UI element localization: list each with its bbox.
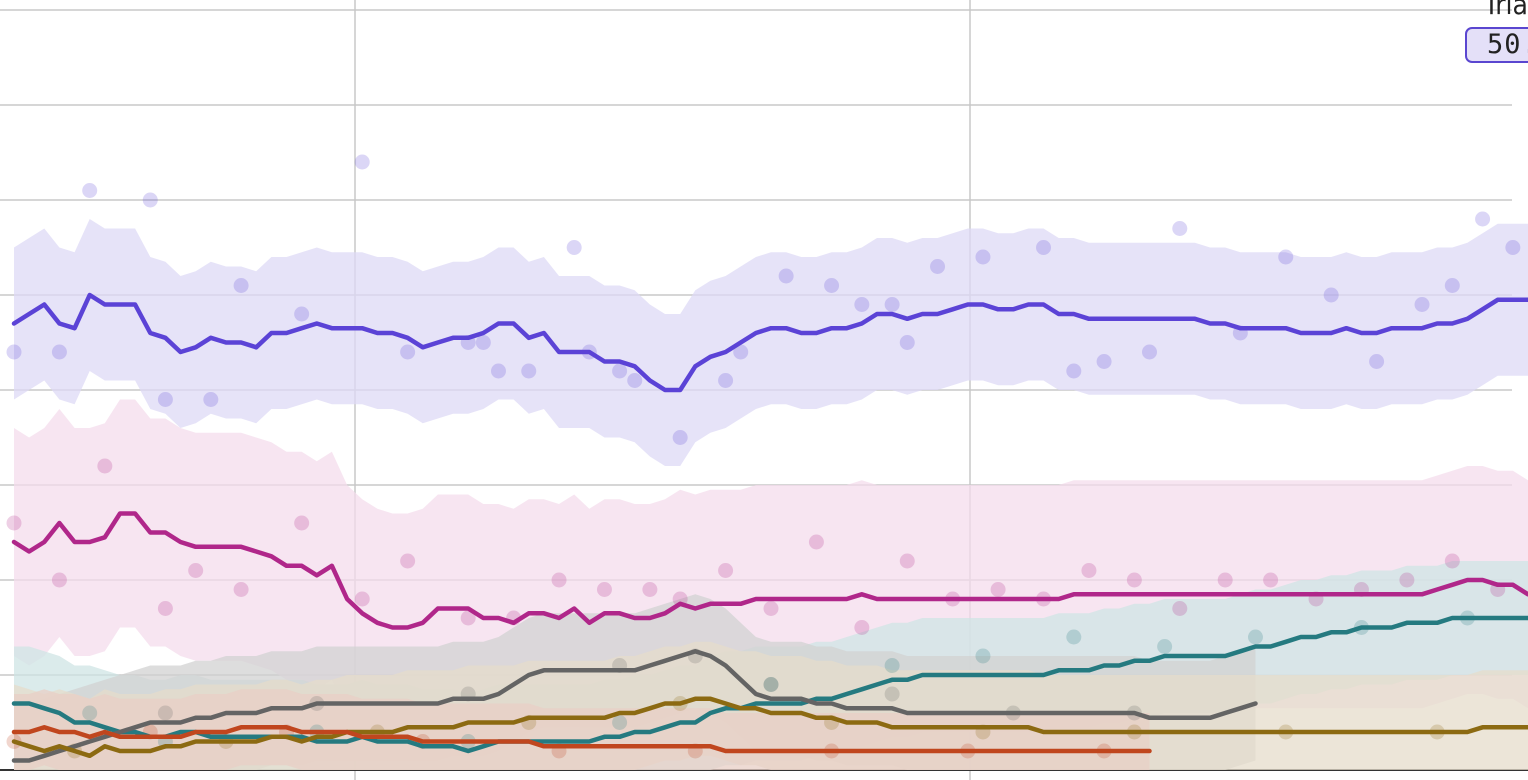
series-0-poll-dot bbox=[142, 192, 158, 208]
series-2-poll-dot bbox=[763, 677, 779, 692]
series-0-poll-dot bbox=[1278, 249, 1294, 265]
series-0-poll-dot bbox=[6, 344, 22, 360]
series-3-poll-dot bbox=[884, 686, 900, 702]
series-1-poll-dot bbox=[1081, 563, 1097, 578]
series-1-poll-dot bbox=[1399, 572, 1415, 588]
series-1-poll-dot bbox=[1444, 553, 1460, 569]
series-0-poll-dot bbox=[1036, 240, 1052, 255]
series-0-poll-dot bbox=[1323, 287, 1339, 303]
series-0-poll-dot bbox=[566, 240, 582, 255]
series-0-poll-dot bbox=[1096, 354, 1112, 369]
series-0-poll-dot bbox=[1066, 363, 1082, 379]
series-5-trend-line bbox=[11, 725, 1152, 754]
series-0-poll-dot bbox=[475, 335, 491, 350]
series-0-poll-dot bbox=[884, 297, 900, 312]
series-2-poll-dot bbox=[884, 658, 900, 673]
series-0-poll-dot bbox=[733, 344, 749, 360]
series-3-poll-dot bbox=[763, 677, 779, 692]
series-3-poll-dot bbox=[157, 705, 173, 721]
series-0-poll-dot bbox=[1369, 354, 1385, 369]
series-0-poll-dot bbox=[627, 373, 643, 388]
series-0-poll-dot bbox=[930, 259, 946, 274]
series-4-trend-line bbox=[11, 696, 1528, 759]
series-2-poll-dot bbox=[975, 648, 991, 664]
series-0-poll-dot bbox=[1444, 278, 1460, 293]
series-1-poll-dot bbox=[6, 515, 22, 531]
trend-lines bbox=[11, 292, 1528, 763]
series-0-poll-dot bbox=[1475, 211, 1491, 227]
series-2-poll-dot bbox=[82, 705, 98, 721]
series-1-poll-dot bbox=[188, 563, 204, 578]
series-0-poll-dot bbox=[824, 278, 840, 293]
series-0-poll-dot bbox=[1142, 344, 1157, 360]
series-1-poll-dot bbox=[1126, 572, 1142, 588]
series-0-poll-dot bbox=[157, 392, 173, 407]
series-1-poll-dot bbox=[854, 620, 870, 635]
series-0-poll-dot bbox=[718, 373, 734, 388]
series-1-poll-dot bbox=[808, 534, 824, 550]
series-1-poll-dot bbox=[990, 582, 1006, 597]
series-0-poll-dot bbox=[82, 183, 98, 198]
series-0-poll-dot bbox=[51, 344, 67, 360]
series-0-poll-dot bbox=[1172, 221, 1188, 236]
series-1-poll-dot bbox=[460, 610, 476, 626]
series-0-poll-dot bbox=[521, 363, 537, 379]
latest-value-badge[interactable]: 50. bbox=[1465, 27, 1528, 63]
series-1-poll-dot bbox=[1172, 601, 1188, 616]
series-0-poll-dot bbox=[899, 335, 915, 350]
series-0-poll-dot bbox=[490, 363, 506, 379]
series-1-poll-dot bbox=[157, 601, 173, 616]
series-1-poll-dot bbox=[718, 563, 734, 578]
series-1-poll-dot bbox=[51, 572, 67, 588]
series-0-poll-dot bbox=[294, 306, 310, 322]
series-1-poll-dot bbox=[97, 458, 113, 474]
series-1-poll-dot bbox=[642, 582, 658, 597]
series-0-poll-dot bbox=[778, 268, 794, 284]
series-1-poll-dot bbox=[596, 582, 612, 597]
series-0-band bbox=[14, 219, 1528, 466]
series-3-trend-line bbox=[11, 649, 1258, 763]
series-1-poll-dot bbox=[400, 553, 416, 569]
series-0-poll-dot bbox=[975, 249, 991, 265]
series-1-poll-dot bbox=[233, 582, 249, 597]
corner-label: Irla bbox=[1487, 0, 1528, 21]
series-2-poll-dot bbox=[1066, 629, 1082, 645]
series-2-poll-dot bbox=[1157, 639, 1173, 654]
series-0-poll-dot bbox=[612, 363, 628, 379]
series-1-poll-dot bbox=[1217, 572, 1233, 588]
series-1-poll-dot bbox=[1263, 572, 1279, 588]
series-0-poll-dot bbox=[203, 392, 219, 407]
series-2-poll-dot bbox=[612, 715, 628, 730]
series-0-poll-dot bbox=[854, 297, 870, 312]
series-1-poll-dot bbox=[294, 515, 310, 531]
series-0-poll-dot bbox=[672, 430, 688, 445]
series-1-trend-line bbox=[11, 511, 1528, 630]
series-0-poll-dot bbox=[400, 344, 416, 360]
series-0-poll-dot bbox=[354, 154, 370, 170]
series-0-poll-dot bbox=[1505, 240, 1521, 255]
series-1-poll-dot bbox=[551, 572, 567, 588]
series-1-poll-dot bbox=[354, 591, 370, 607]
series-2-poll-dot bbox=[1247, 629, 1263, 645]
series-0-trend-line bbox=[11, 292, 1528, 393]
series-1-poll-dot bbox=[899, 553, 915, 569]
series-1-poll-dot bbox=[763, 601, 779, 616]
series-0-poll-dot bbox=[1414, 297, 1430, 312]
series-0-poll-dot bbox=[233, 278, 249, 293]
poll-dots bbox=[6, 154, 1521, 759]
